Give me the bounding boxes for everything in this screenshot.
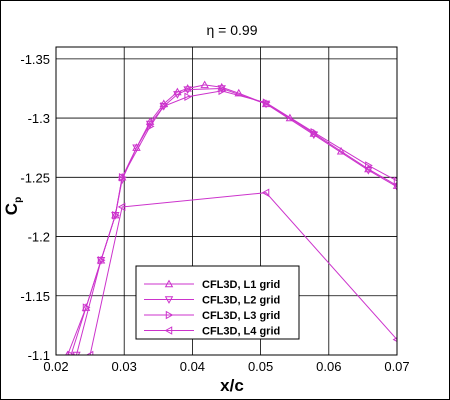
data-point [97, 255, 106, 265]
legend-label: CFL3D, L2 grid [202, 295, 280, 307]
chart-title: η = 0.99 [207, 22, 258, 38]
data-point [85, 350, 94, 355]
data-point [160, 101, 169, 111]
data-point [173, 91, 182, 99]
data-point [159, 103, 169, 111]
legend: CFL3D, L1 grid CFL3D, L2 grid CFL3D, L3 gr… [135, 265, 300, 340]
data-point [262, 98, 271, 107]
legend-item: CFL3D, L3 grid [144, 310, 280, 322]
legend-item: CFL3D, L4 grid [144, 326, 280, 338]
data-point [72, 351, 81, 355]
y-tick-label: -1.1 [28, 348, 50, 363]
data-point [218, 86, 227, 96]
data-point [217, 85, 226, 93]
legend-marker [164, 296, 174, 304]
legend-label: CFL3D, L4 grid [202, 326, 280, 338]
data-point [261, 188, 270, 197]
x-tick-labels: 0.02 0.03 0.04 0.05 0.06 0.07 [43, 359, 409, 374]
data-point [217, 82, 226, 91]
data-point [112, 210, 120, 220]
legend-label: CFL3D, L3 grid [202, 310, 280, 322]
y-axis-label-subscript: p [13, 197, 24, 203]
series-line [70, 90, 397, 355]
data-point [234, 88, 244, 97]
data-point [117, 202, 126, 212]
legend-item: CFL3D, L2 grid [144, 295, 280, 307]
legend-item: CFL3D, L1 grid [144, 279, 280, 291]
plot-border [55, 46, 398, 356]
data-point [393, 176, 397, 186]
x-tick-label: 0.04 [180, 359, 205, 374]
x-tick-label: 0.07 [384, 359, 409, 374]
y-tick-label: -1.3 [28, 111, 50, 126]
data-point [310, 128, 319, 137]
data-point [183, 84, 192, 92]
data-point [81, 303, 91, 311]
data-point [184, 92, 193, 102]
data-point [183, 86, 192, 95]
data-point [200, 80, 209, 89]
legend-box [135, 265, 300, 340]
series-line [89, 192, 397, 355]
y-tick-label: -1.2 [28, 230, 50, 245]
x-tick-label: 0.06 [316, 359, 341, 374]
x-axis-label: x/c [220, 376, 244, 395]
data-point [365, 161, 373, 170]
legend-marker [164, 279, 174, 288]
svg-text:Cp: Cp [2, 197, 24, 215]
y-tick-label: -1.35 [20, 52, 50, 67]
x-tick-label: 0.02 [43, 359, 68, 374]
series-triangle-right [67, 86, 397, 355]
data-point [96, 257, 106, 265]
x-tick-label: 0.05 [248, 359, 273, 374]
y-tick-label: -1.15 [20, 289, 50, 304]
y-axis-label-group: Cp [2, 197, 24, 215]
data-point [67, 350, 76, 355]
y-tick-label: -1.25 [20, 170, 50, 185]
legend-label: CFL3D, L1 grid [202, 279, 280, 291]
data-point [82, 303, 91, 312]
data-point [392, 183, 397, 192]
legend-marker [165, 310, 174, 320]
y-axis-label: C [2, 203, 21, 215]
legend-marker [164, 326, 173, 335]
x-tick-label: 0.03 [112, 359, 137, 374]
y-tick-labels: -1.35 -1.3 -1.25 -1.2 -1.15 -1.1 [20, 52, 50, 363]
data-point [118, 173, 127, 182]
series-group [65, 80, 397, 355]
data-point [146, 122, 155, 131]
